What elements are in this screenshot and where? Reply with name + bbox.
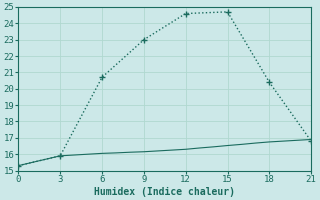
X-axis label: Humidex (Indice chaleur): Humidex (Indice chaleur) [94, 186, 235, 197]
